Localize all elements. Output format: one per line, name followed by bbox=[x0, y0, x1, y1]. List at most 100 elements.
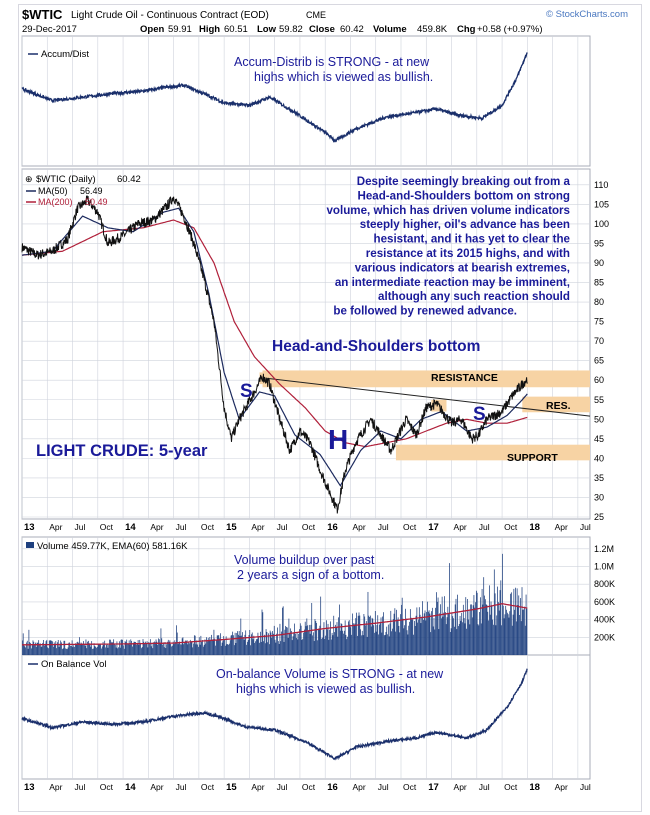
volume-bar bbox=[403, 628, 405, 655]
volume-bar bbox=[135, 641, 137, 655]
volume-bar bbox=[299, 629, 300, 655]
volume-bar bbox=[330, 621, 331, 655]
x-tick-label: Apr bbox=[150, 782, 163, 792]
volume-bar bbox=[462, 604, 464, 655]
volume-bar bbox=[458, 623, 460, 655]
volume-bar bbox=[74, 646, 75, 655]
volume-bar bbox=[31, 645, 33, 655]
volume-bar bbox=[42, 642, 44, 655]
volume-bar bbox=[290, 630, 292, 655]
volume-bar bbox=[429, 613, 431, 655]
volume-bar bbox=[361, 630, 363, 655]
volume-bar bbox=[399, 632, 401, 655]
volume-bar bbox=[136, 643, 138, 655]
volume-bar bbox=[404, 625, 406, 655]
volume-bar bbox=[166, 644, 168, 655]
volume-bar bbox=[360, 629, 362, 655]
volume-bar bbox=[32, 640, 34, 655]
volume-bar bbox=[522, 609, 524, 655]
volume-bar bbox=[198, 646, 199, 655]
volume-bar bbox=[456, 629, 458, 655]
price-legend-last: 60.42 bbox=[117, 174, 141, 185]
volume-bar bbox=[69, 642, 71, 655]
volume-bar bbox=[413, 634, 414, 655]
volume-bar bbox=[443, 612, 445, 655]
analysis-note-line: resistance at its 2015 highs, and with bbox=[366, 247, 570, 260]
accum-dist-panel bbox=[21, 35, 591, 167]
volume-bar bbox=[331, 632, 333, 655]
x-tick-label: Oct bbox=[302, 522, 316, 532]
volume-bar bbox=[215, 640, 217, 655]
quote-date: 29-Dec-2017 bbox=[22, 24, 77, 35]
volume-bar bbox=[486, 604, 488, 655]
volume-bar bbox=[262, 612, 264, 655]
volume-bar bbox=[440, 618, 442, 655]
volume-bar bbox=[209, 637, 211, 655]
volume-bar bbox=[421, 616, 423, 655]
volume-bar bbox=[335, 627, 337, 655]
volume-bar bbox=[460, 620, 462, 655]
volume-bar bbox=[490, 601, 492, 655]
volume-bar bbox=[137, 640, 139, 655]
volume-bar bbox=[346, 639, 348, 655]
x-tick-label: 16 bbox=[327, 782, 338, 793]
volume-bar bbox=[261, 609, 263, 655]
ma50-legend-name: MA(50) bbox=[38, 186, 68, 196]
volume-bar bbox=[54, 643, 56, 655]
volume-bar bbox=[256, 639, 258, 655]
volume-bar bbox=[224, 645, 226, 655]
accum-dist-line bbox=[21, 52, 528, 143]
volume-bar bbox=[122, 639, 124, 655]
volume-bar bbox=[148, 642, 150, 655]
volume-bar bbox=[469, 624, 471, 655]
low-label: Low bbox=[257, 24, 277, 35]
volume-bar bbox=[362, 635, 364, 655]
volume-bar bbox=[63, 640, 65, 655]
volume-bar bbox=[325, 635, 326, 655]
volume-bar bbox=[396, 619, 398, 655]
volume-bar bbox=[366, 636, 368, 655]
volume-bar bbox=[409, 621, 410, 655]
volume-bar bbox=[134, 641, 136, 655]
volume-tick-label: 600K bbox=[594, 597, 615, 607]
x-tick-label: Oct bbox=[403, 522, 417, 532]
y-tick-label: 85 bbox=[594, 278, 604, 288]
volume-bar bbox=[220, 633, 221, 655]
exchange: CME bbox=[306, 10, 326, 20]
volume-bar bbox=[243, 639, 245, 655]
volume-bar bbox=[291, 640, 293, 655]
volume-bar bbox=[76, 642, 78, 655]
volume-bar bbox=[517, 605, 519, 655]
volume-bar bbox=[163, 647, 165, 655]
volume-bar bbox=[467, 619, 469, 655]
volume-bar bbox=[220, 645, 222, 655]
volume-bar bbox=[311, 602, 313, 655]
volume-bar bbox=[150, 646, 152, 655]
price-legend-name: $WTIC (Daily) bbox=[36, 174, 96, 185]
volume-bar bbox=[223, 636, 225, 655]
right-shoulder-label: S bbox=[473, 404, 486, 425]
volume-bar bbox=[183, 644, 185, 655]
volume-bar bbox=[126, 639, 128, 655]
volume-bar bbox=[46, 639, 48, 655]
volume-bar bbox=[302, 638, 304, 655]
volume-bar bbox=[296, 632, 298, 655]
volume-bar bbox=[173, 644, 175, 655]
volume-bar bbox=[388, 636, 390, 655]
x-tick-label: Oct bbox=[100, 782, 114, 792]
volume-bar bbox=[322, 629, 324, 655]
volume-bar bbox=[355, 618, 357, 655]
volume-bar bbox=[30, 643, 31, 655]
x-tick-label: 14 bbox=[125, 782, 136, 793]
volume-bar bbox=[286, 626, 287, 655]
volume-bar bbox=[138, 644, 140, 655]
volume-bar bbox=[68, 642, 70, 655]
ma200-legend-name: MA(200) bbox=[38, 197, 73, 207]
volume-bar bbox=[502, 605, 504, 655]
volume-label: Volume bbox=[373, 24, 407, 35]
volume-bar bbox=[196, 640, 198, 655]
volume-bar bbox=[458, 626, 459, 655]
volume-bar bbox=[493, 569, 495, 655]
high-value: 60.51 bbox=[224, 24, 248, 35]
